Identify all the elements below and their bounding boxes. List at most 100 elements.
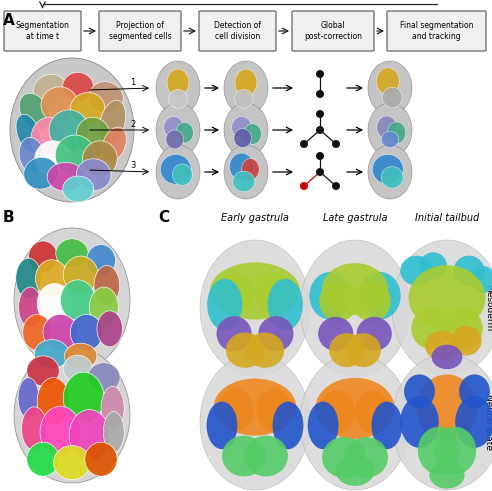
Ellipse shape <box>459 375 490 409</box>
Ellipse shape <box>300 240 410 376</box>
Ellipse shape <box>63 72 93 101</box>
Ellipse shape <box>368 61 412 115</box>
Circle shape <box>316 126 324 134</box>
Circle shape <box>316 110 324 118</box>
Ellipse shape <box>167 69 189 96</box>
Ellipse shape <box>63 372 104 424</box>
Ellipse shape <box>368 103 412 157</box>
Ellipse shape <box>434 427 476 474</box>
Ellipse shape <box>224 103 268 157</box>
Text: 3: 3 <box>130 162 135 170</box>
Ellipse shape <box>173 164 192 186</box>
Ellipse shape <box>90 287 119 327</box>
Ellipse shape <box>99 100 125 145</box>
FancyBboxPatch shape <box>99 11 181 51</box>
Circle shape <box>332 182 340 190</box>
Ellipse shape <box>273 402 304 449</box>
Text: Global
post-correction: Global post-correction <box>304 21 362 41</box>
Text: 1: 1 <box>130 78 135 86</box>
Ellipse shape <box>64 343 97 369</box>
Ellipse shape <box>214 379 296 436</box>
Ellipse shape <box>371 402 402 449</box>
Ellipse shape <box>244 124 261 144</box>
Ellipse shape <box>300 354 410 490</box>
Ellipse shape <box>224 145 268 199</box>
Ellipse shape <box>404 375 435 409</box>
Ellipse shape <box>218 388 253 432</box>
Text: B: B <box>3 210 15 225</box>
Ellipse shape <box>10 58 134 202</box>
Ellipse shape <box>168 89 188 108</box>
Circle shape <box>300 182 308 190</box>
Ellipse shape <box>156 103 200 157</box>
Ellipse shape <box>357 317 392 351</box>
Text: Mesoderm: Mesoderm <box>485 284 492 331</box>
Ellipse shape <box>400 256 433 286</box>
Ellipse shape <box>315 378 395 439</box>
Ellipse shape <box>85 442 117 476</box>
Ellipse shape <box>33 74 67 107</box>
Ellipse shape <box>156 61 200 115</box>
Circle shape <box>332 140 340 148</box>
Ellipse shape <box>418 427 460 474</box>
Ellipse shape <box>41 87 78 123</box>
Ellipse shape <box>55 135 95 175</box>
Ellipse shape <box>344 437 388 478</box>
Ellipse shape <box>309 272 351 320</box>
Ellipse shape <box>200 240 310 376</box>
Text: Detection of
cell division: Detection of cell division <box>214 21 261 41</box>
Ellipse shape <box>268 279 303 330</box>
Ellipse shape <box>47 163 85 191</box>
Ellipse shape <box>322 437 366 478</box>
Ellipse shape <box>35 260 68 297</box>
Ellipse shape <box>164 116 184 138</box>
Ellipse shape <box>101 386 124 430</box>
Text: Initial tailbud: Initial tailbud <box>415 213 479 223</box>
Ellipse shape <box>94 266 120 306</box>
Ellipse shape <box>207 402 238 449</box>
Ellipse shape <box>56 239 88 268</box>
Ellipse shape <box>242 159 259 180</box>
Ellipse shape <box>63 355 92 382</box>
Ellipse shape <box>37 378 70 425</box>
Ellipse shape <box>14 228 130 372</box>
Ellipse shape <box>61 280 95 320</box>
Ellipse shape <box>233 171 255 191</box>
Ellipse shape <box>420 252 447 279</box>
Circle shape <box>300 140 308 148</box>
Ellipse shape <box>27 442 59 476</box>
Ellipse shape <box>444 308 483 349</box>
Ellipse shape <box>318 317 353 351</box>
Ellipse shape <box>19 137 44 173</box>
Ellipse shape <box>176 122 193 143</box>
Ellipse shape <box>19 287 42 327</box>
Ellipse shape <box>63 256 98 294</box>
Ellipse shape <box>76 117 111 157</box>
Circle shape <box>316 152 324 160</box>
Ellipse shape <box>70 314 103 351</box>
Ellipse shape <box>37 283 72 324</box>
FancyBboxPatch shape <box>292 11 374 51</box>
Ellipse shape <box>431 345 462 369</box>
Circle shape <box>316 90 324 98</box>
Ellipse shape <box>29 241 58 273</box>
Ellipse shape <box>430 462 464 489</box>
Ellipse shape <box>329 333 365 367</box>
Ellipse shape <box>76 159 111 191</box>
Ellipse shape <box>355 390 390 434</box>
Ellipse shape <box>392 354 492 490</box>
Ellipse shape <box>40 406 81 458</box>
Ellipse shape <box>156 145 200 199</box>
Text: Segmentation
at time t: Segmentation at time t <box>16 21 69 41</box>
Circle shape <box>316 168 324 176</box>
Text: Projection of
segmented cells: Projection of segmented cells <box>109 21 171 41</box>
Circle shape <box>316 70 324 78</box>
Ellipse shape <box>417 375 477 442</box>
Ellipse shape <box>69 409 110 461</box>
Ellipse shape <box>235 89 253 108</box>
Ellipse shape <box>455 396 492 448</box>
Ellipse shape <box>102 127 126 162</box>
FancyBboxPatch shape <box>4 11 81 51</box>
Ellipse shape <box>216 316 252 352</box>
Ellipse shape <box>31 117 66 157</box>
